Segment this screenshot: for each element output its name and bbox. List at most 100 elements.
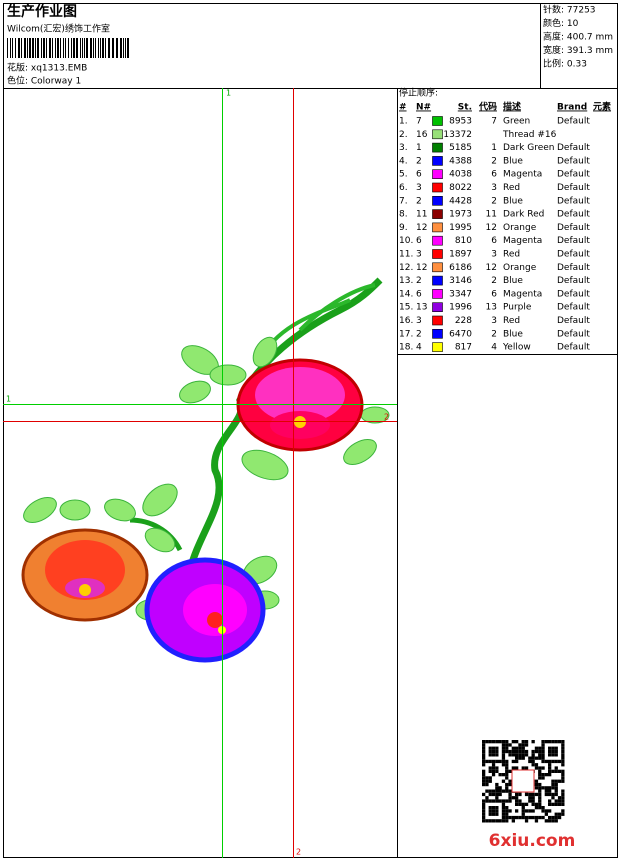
color-swatch	[432, 156, 443, 166]
qr-module	[515, 815, 519, 820]
cell-brand: Default	[557, 329, 590, 339]
cell-num: 7.	[399, 196, 408, 206]
qr-module	[508, 815, 512, 820]
qr-module	[482, 815, 486, 820]
qr-module	[501, 815, 506, 820]
qr-module	[515, 756, 519, 760]
qr-module	[548, 763, 552, 767]
qr-module	[505, 759, 509, 764]
qr-module	[485, 819, 489, 823]
qr-module	[548, 799, 552, 803]
qr-module	[495, 792, 499, 797]
qr-module	[531, 740, 535, 744]
qr-module	[538, 776, 542, 780]
qr-module	[528, 759, 532, 764]
barcode-bar	[76, 38, 78, 58]
qr-module	[554, 799, 558, 803]
cell-desc: Blue	[503, 329, 523, 339]
qr-module	[528, 796, 532, 800]
color-swatch	[432, 342, 443, 352]
barcode-bar	[112, 38, 114, 58]
qr-module	[524, 753, 529, 757]
cell-code: 6	[491, 170, 497, 180]
qr-module	[524, 766, 529, 770]
color-swatch	[432, 262, 443, 273]
qr-module	[498, 786, 502, 790]
cell-desc: Red	[503, 250, 520, 260]
cell-needle: 6	[416, 236, 422, 246]
qr-module	[561, 773, 565, 777]
qr-module	[491, 809, 496, 813]
color-swatch	[432, 129, 443, 140]
qr-module	[482, 806, 486, 810]
qr-module	[482, 776, 486, 780]
qr-module	[508, 792, 512, 797]
qr-module	[498, 819, 502, 823]
qr-module	[482, 759, 486, 764]
qr-module	[521, 812, 525, 816]
qr-module	[538, 792, 542, 797]
qr-module	[548, 773, 552, 777]
qr-module	[557, 796, 562, 800]
qr-module	[521, 809, 525, 813]
qr-module	[531, 799, 535, 803]
qr-module	[561, 789, 565, 793]
cell-code: 6	[491, 236, 497, 246]
cell-brand: Default	[557, 143, 590, 153]
cell-code: 7	[491, 117, 497, 127]
qr-module	[561, 759, 565, 764]
qr-module	[521, 766, 525, 770]
qr-module	[508, 796, 512, 800]
cell-needle: 3	[416, 183, 422, 193]
qr-module	[521, 815, 525, 820]
qr-module	[551, 802, 555, 806]
cell-needle: 6	[416, 170, 422, 180]
qr-module	[531, 759, 535, 764]
cell-stitches: 13372	[443, 130, 472, 140]
qr-module	[482, 812, 486, 816]
cell-code: 3	[491, 183, 497, 193]
barcode-bar	[10, 38, 11, 58]
cell-code: 3	[491, 250, 497, 260]
qr-module	[485, 789, 489, 793]
qr-module	[554, 746, 558, 750]
qr-module	[521, 806, 525, 810]
barcode-bar	[65, 38, 66, 58]
qr-module	[538, 766, 542, 770]
barcode-bar	[46, 38, 47, 58]
cell-code: 1	[491, 143, 497, 153]
qr-module	[518, 746, 522, 750]
cell-code: 2	[491, 196, 497, 206]
qr-module	[501, 753, 506, 757]
qr-module	[538, 815, 542, 820]
qr-module	[485, 782, 489, 787]
qr-module	[488, 746, 492, 750]
qr-module	[495, 769, 499, 773]
qr-module	[495, 746, 499, 750]
cell-needle: 6	[416, 289, 422, 299]
cell-stitches: 3146	[449, 276, 472, 286]
qr-module	[505, 819, 509, 823]
qr-module	[551, 782, 555, 787]
qr-module	[508, 753, 512, 757]
qr-module	[544, 740, 548, 744]
qr-module	[544, 809, 548, 813]
barcode-bar	[63, 38, 64, 58]
column-header: 描述	[503, 101, 521, 113]
qr-module	[498, 740, 502, 744]
qr-module	[491, 753, 496, 757]
qr-module	[491, 769, 496, 773]
qr-module	[498, 759, 502, 764]
barcode-bar	[68, 38, 69, 58]
qr-module	[482, 819, 486, 823]
qr-module	[521, 743, 525, 747]
barcode-bar	[123, 38, 124, 58]
qr-module	[531, 802, 535, 806]
qr-module	[488, 809, 492, 813]
qr-module	[524, 792, 529, 797]
barcode-bar	[93, 38, 94, 58]
qr-module	[505, 812, 509, 816]
qr-module	[551, 759, 555, 764]
qr-module	[544, 819, 548, 823]
column-header: 代码	[478, 101, 497, 113]
